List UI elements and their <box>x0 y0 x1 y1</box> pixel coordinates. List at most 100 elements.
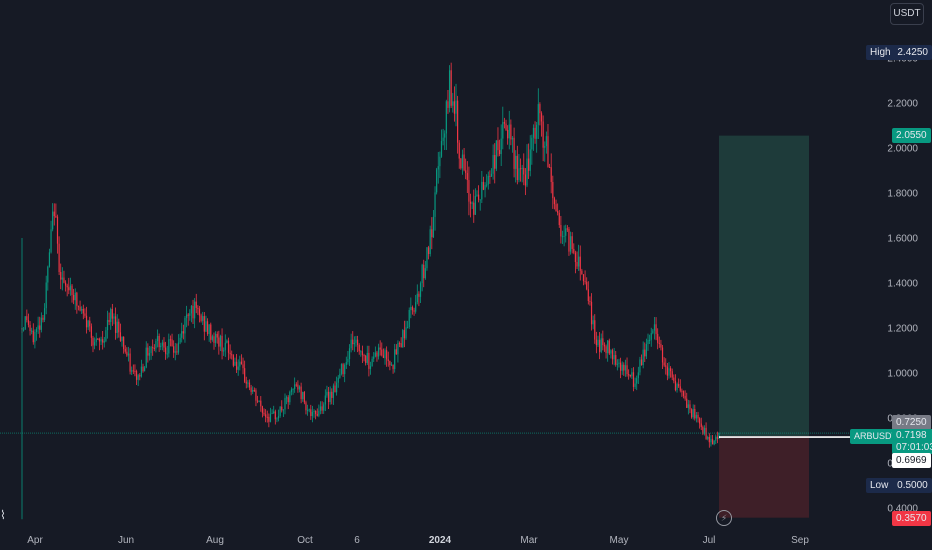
candle-body <box>189 313 191 316</box>
candle-body <box>569 236 572 252</box>
price-lines <box>0 432 862 438</box>
candle-body <box>82 308 84 314</box>
candle-body <box>402 330 404 348</box>
candle-body <box>437 166 439 170</box>
candle-body <box>479 199 481 201</box>
candle-body <box>43 308 46 320</box>
candle-body <box>127 353 130 356</box>
candle-body <box>418 293 420 297</box>
candle-body <box>531 137 533 150</box>
candle-body <box>140 366 142 377</box>
candle-body <box>405 327 407 339</box>
candle-body <box>484 185 486 190</box>
candle-body <box>718 432 720 439</box>
candle-body <box>616 363 618 365</box>
candle-body <box>552 181 554 199</box>
candle-body <box>476 194 478 196</box>
candle-body <box>442 137 444 142</box>
candle-body <box>518 168 520 181</box>
candle-body <box>679 386 681 391</box>
x-tick-label: Jun <box>118 535 134 546</box>
candle-body <box>489 175 491 177</box>
candle-body <box>574 252 577 262</box>
candle-body <box>137 375 139 380</box>
candle-body <box>48 252 51 267</box>
candle-body <box>231 354 233 356</box>
candle-body <box>471 202 473 204</box>
candle-body <box>139 375 141 377</box>
candle-body <box>313 410 315 412</box>
candle-body <box>495 140 497 169</box>
candle-body <box>279 406 281 416</box>
replay-icon[interactable]: ⚡ <box>716 510 732 526</box>
candle-body <box>302 392 304 400</box>
low-value: 0.5000 <box>897 480 928 491</box>
candle-body <box>395 349 397 355</box>
candle-body <box>636 378 638 384</box>
candle-body <box>94 342 96 346</box>
candle-body <box>702 426 704 434</box>
candle-body <box>573 248 575 253</box>
candle-body <box>47 266 49 283</box>
candle-body <box>465 170 467 174</box>
candle-body <box>298 386 301 390</box>
candle-body <box>645 344 647 357</box>
candle-body <box>558 212 560 226</box>
ruler-icon[interactable]: ⌇ <box>0 508 6 522</box>
candle-body <box>710 438 712 443</box>
candle-body <box>152 347 154 349</box>
candle-body <box>371 358 373 367</box>
candle-body <box>619 362 622 371</box>
candle-body <box>363 355 365 357</box>
candle-body <box>678 384 680 387</box>
candle-body <box>61 277 63 280</box>
candle-body <box>89 320 91 327</box>
candle-body <box>213 336 215 343</box>
candle-body <box>695 414 698 419</box>
candle-body <box>615 355 617 365</box>
symbol-badge: ARBUSDT <box>850 429 902 444</box>
currency-button[interactable]: USDT <box>890 3 924 25</box>
candle-body <box>342 364 344 375</box>
candle-body <box>240 361 243 365</box>
candle-body <box>413 310 415 312</box>
candle-body <box>594 320 596 340</box>
candle-body <box>510 124 512 140</box>
candle-body <box>492 155 494 174</box>
candle-body <box>429 229 431 255</box>
candle-body <box>129 353 131 372</box>
candle-body <box>184 317 186 334</box>
candle-body <box>508 124 510 139</box>
candle-body <box>253 390 255 392</box>
candle-body <box>715 436 717 441</box>
candle-body <box>161 342 163 346</box>
candle-body <box>258 400 260 402</box>
candle-body <box>713 440 715 445</box>
candle-body <box>374 352 376 357</box>
candle-body <box>197 307 199 309</box>
candle-body <box>69 285 72 291</box>
candle-body <box>669 368 672 372</box>
candle-body <box>177 342 180 353</box>
candle-body <box>360 351 362 353</box>
candle-body <box>206 321 209 335</box>
x-tick-label: Apr <box>27 535 43 546</box>
candle-body <box>450 70 452 106</box>
stop-badge: 0.3570 <box>892 511 931 526</box>
candle-body <box>505 123 507 130</box>
candle-body <box>629 374 631 377</box>
candle-body <box>373 356 375 359</box>
candle-body <box>526 158 528 186</box>
candle-body <box>524 174 526 186</box>
y-tick-label: 2.2000 <box>887 99 918 110</box>
candle-body <box>205 321 207 332</box>
candle-body <box>134 370 136 372</box>
prev-value: 0.6969 <box>896 455 927 466</box>
stop-value: 0.3570 <box>896 513 927 524</box>
candle-body <box>239 361 241 367</box>
candle-body <box>689 404 691 410</box>
candle-body <box>626 365 628 375</box>
candle-body <box>586 281 588 290</box>
candle-body <box>256 400 259 402</box>
